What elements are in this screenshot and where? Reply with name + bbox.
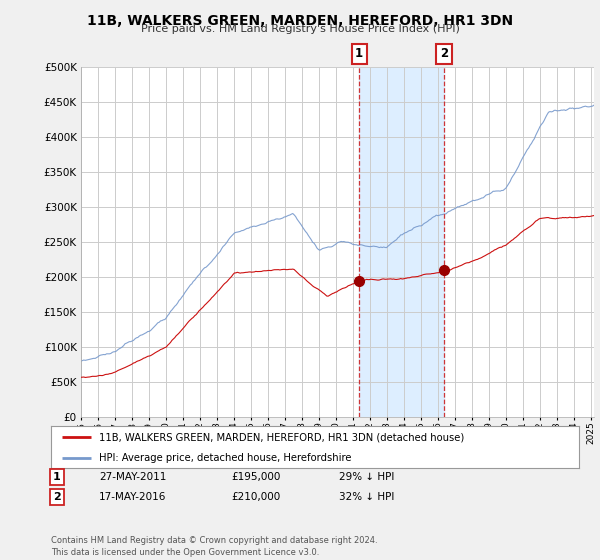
Text: 1: 1 xyxy=(53,472,61,482)
Text: 11B, WALKERS GREEN, MARDEN, HEREFORD, HR1 3DN (detached house): 11B, WALKERS GREEN, MARDEN, HEREFORD, HR… xyxy=(98,432,464,442)
Text: 29% ↓ HPI: 29% ↓ HPI xyxy=(339,472,394,482)
Text: 2: 2 xyxy=(440,47,448,60)
Text: HPI: Average price, detached house, Herefordshire: HPI: Average price, detached house, Here… xyxy=(98,454,351,463)
Text: £210,000: £210,000 xyxy=(231,492,280,502)
Text: £195,000: £195,000 xyxy=(231,472,280,482)
Bar xyxy=(359,67,444,417)
Text: Contains HM Land Registry data © Crown copyright and database right 2024.
This d: Contains HM Land Registry data © Crown c… xyxy=(51,536,377,557)
Text: 1: 1 xyxy=(355,47,364,60)
Text: 2: 2 xyxy=(53,492,61,502)
Text: Price paid vs. HM Land Registry's House Price Index (HPI): Price paid vs. HM Land Registry's House … xyxy=(140,24,460,34)
Text: 11B, WALKERS GREEN, MARDEN, HEREFORD, HR1 3DN: 11B, WALKERS GREEN, MARDEN, HEREFORD, HR… xyxy=(87,14,513,28)
Text: 32% ↓ HPI: 32% ↓ HPI xyxy=(339,492,394,502)
Text: 27-MAY-2011: 27-MAY-2011 xyxy=(99,472,166,482)
Text: 17-MAY-2016: 17-MAY-2016 xyxy=(99,492,166,502)
